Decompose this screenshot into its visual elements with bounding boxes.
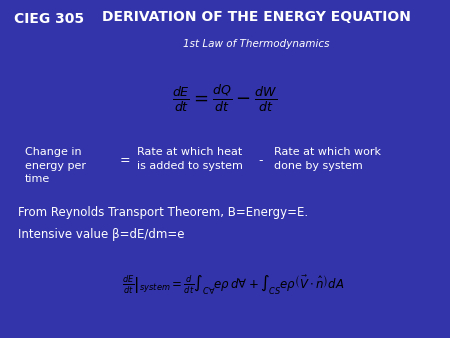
Text: From Reynolds Transport Theorem, B=Energy=E.: From Reynolds Transport Theorem, B=Energ… [18,206,308,219]
Text: 1st Law of Thermodynamics: 1st Law of Thermodynamics [183,39,330,49]
Text: $\frac{dE}{dt} = \frac{dQ}{dt} - \frac{dW}{dt}$: $\frac{dE}{dt} = \frac{dQ}{dt} - \frac{d… [172,83,278,115]
Text: $\left.\frac{dE}{dt}\right|_{system} = \frac{d}{dt}\int_{C\forall} e\rho\, d\for: $\left.\frac{dE}{dt}\right|_{system} = \… [122,273,345,297]
Text: Change in
energy per
time: Change in energy per time [25,147,86,184]
Text: Rate at which work
done by system: Rate at which work done by system [274,147,382,171]
Text: Rate at which heat
is added to system: Rate at which heat is added to system [137,147,243,171]
Text: =: = [119,154,130,167]
Text: Intensive value β=dE/dm=e: Intensive value β=dE/dm=e [18,228,184,241]
Text: -: - [259,154,263,167]
Text: DERIVATION OF THE ENERGY EQUATION: DERIVATION OF THE ENERGY EQUATION [102,10,411,24]
Text: CIEG 305: CIEG 305 [14,12,84,26]
